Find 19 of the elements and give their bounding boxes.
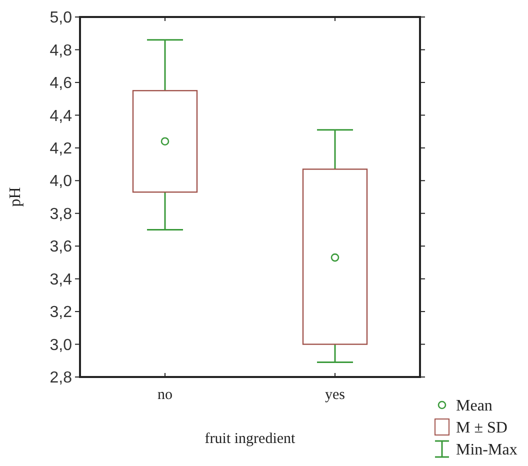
y-tick-label: 4,6 (50, 75, 72, 92)
y-tick-label: 3,0 (50, 336, 72, 354)
y-tick-label: 4,2 (50, 140, 72, 158)
legend-label: M ± SD (456, 420, 508, 437)
y-tick-label: 3,4 (50, 271, 72, 288)
x-axis-title: fruit ingredient (204, 431, 296, 447)
y-tick-label: 4,0 (50, 173, 72, 190)
legend-label: Mean (456, 398, 492, 415)
y-tick-label: 5,0 (50, 10, 72, 27)
y-tick-label: 3,2 (50, 304, 72, 322)
y-tick-label: 4,4 (50, 108, 72, 125)
x-tick-label: yes (325, 387, 346, 403)
y-axis-title: pH (7, 186, 24, 207)
y-tick-label: 4,8 (50, 42, 72, 60)
text: Min-Max (456, 442, 518, 459)
y-tick-label: 3,8 (50, 206, 72, 223)
x-tick-label: no (158, 387, 172, 403)
y-tick-label: 2,8 (50, 370, 72, 387)
y-tick-label: 3,6 (50, 238, 72, 256)
